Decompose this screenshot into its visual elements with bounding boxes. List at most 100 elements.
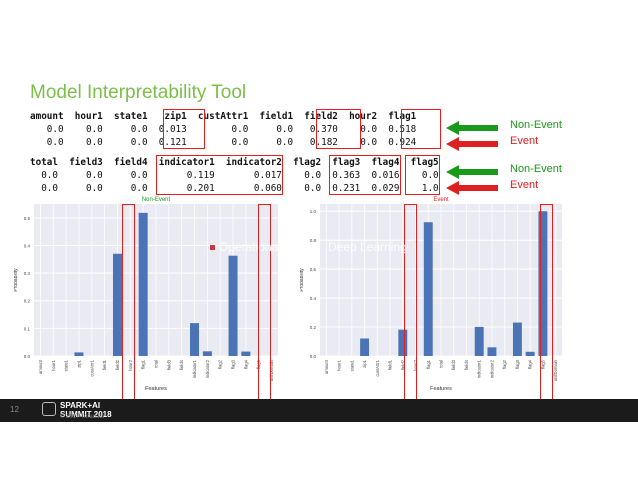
highlight-chart1-unifdomain [258,204,271,404]
table-row: 0.0 0.0 0.0 0.119 0.017 0.0 0.363 0.016 … [30,169,438,182]
table-header-row: amount hour1 state1 zip1 custAttr1 field… [30,110,416,123]
y-tick-label: 0.4 [310,296,317,301]
y-tick-label: 0.1 [24,326,31,331]
x-tick-label: flag3 [231,359,236,369]
table-cell: 0.017 [214,170,282,181]
x-tick-label: unifDomain [553,359,558,381]
table-cell: 1.0 [399,183,439,194]
footer-copyright: © 2017 Teradata [60,414,105,420]
highlight-flag1 [401,109,441,149]
table-cell: state1 [102,111,148,122]
table-header-row: total field3 field4 indicator1 indicator… [30,156,439,169]
table-cell: 0.0 [58,183,103,194]
table-cell: 0.0 [102,183,148,194]
x-tick-label: indicator1 [477,359,482,378]
y-tick-label: 1.0 [310,209,317,214]
table-cell: field1 [248,111,294,122]
table-cell: zip1 [147,111,187,122]
x-tick-label: amount [324,359,329,374]
x-tick-label: unifDomain [269,359,274,381]
table-cell: 0.231 [321,183,361,194]
x-tick-label: flag5 [540,359,545,369]
table-cell: 0.0 [30,137,64,148]
table-cell: 0.370 [293,124,338,135]
x-tick-label: field4 [464,359,469,370]
x-tick-label: zip1 [362,359,367,367]
table-cell: 0.0 [337,124,378,135]
arrow-left-icon [446,121,498,135]
x-tick-label: flag4 [528,359,533,369]
bar [138,212,148,356]
x-tick-label: field2 [400,359,405,370]
table-cell: flag4 [360,157,400,168]
highlight-chart1-field2 [122,204,135,404]
x-tick-label: hour2 [413,359,418,370]
highlight-flag5 [405,155,440,195]
table-cell: 0.0 [102,137,148,148]
bar [74,352,84,356]
bar [538,211,548,356]
x-tick-label: hour1 [337,359,342,370]
table-cell: 0.363 [321,170,361,181]
x-tick-label: field3 [166,359,171,370]
bar [512,322,522,356]
table-cell: 0.0 [30,183,58,194]
x-tick-label: indicator1 [192,359,197,378]
table-row: 0.0 0.0 0.0 0.121 0.0 0.0 0.182 0.0 0.92… [30,136,416,149]
table-cell: hour2 [337,111,378,122]
x-tick-label: total [154,360,159,368]
table-cell: 0.182 [293,137,338,148]
bar [190,323,200,356]
y-tick-label: 0.4 [24,243,31,248]
chart-title: Event [433,197,449,203]
y-tick-label: 0.2 [24,299,31,304]
bar [228,255,238,356]
table-cell: amount [30,111,64,122]
y-tick-label: 0.3 [24,271,31,276]
y-axis-label: Probability [14,268,19,292]
x-tick-label: field4 [179,359,184,370]
y-axis-label: Probability [300,268,305,292]
x-tick-label: flag1 [426,359,431,369]
table-cell: 0.0 [63,124,103,135]
table-cell: 0.0 [186,124,249,135]
x-tick-label: flag4 [243,359,248,369]
bar [474,326,484,356]
y-tick-label: 0.8 [310,238,317,243]
table-cell: flag2 [281,157,322,168]
x-tick-label: field1 [388,359,393,370]
x-tick-label: zip1 [76,359,81,367]
chart-title: Non-Event [142,197,171,203]
table-cell: 0.0 [102,170,148,181]
slide-number: 12 [10,405,19,414]
x-tick-label: flag1 [141,359,146,369]
x-tick-label: custAttr1 [375,359,380,376]
table-cell: 0.201 [147,183,215,194]
highlight-chart2-field2 [404,204,417,404]
table-cell: field4 [102,157,148,168]
table-cell: indicator1 [147,157,215,168]
x-tick-label: indicator2 [489,359,494,378]
table-cell: 0.016 [360,170,400,181]
footer-bar: 12 SPARK+AI SUMMIT 2018 © 2017 Teradata [0,399,638,422]
overlay-deep-learning: Deep Learning [328,240,407,254]
chart-event: 0.0 0.2 0.4 0.6 0.8 1.0 amount hour1 state1 zip1 c… [300,194,600,398]
arrow-left-icon [446,181,498,195]
y-tick-label: 0.6 [310,267,317,272]
table-cell: 0.013 [147,124,187,135]
x-tick-label: flag3 [515,359,520,369]
bar [525,351,535,356]
highlight-chart2-flag5 [540,204,553,404]
arrow-left-icon [446,137,498,151]
x-tick-label: field3 [451,359,456,370]
table-cell: 0.0 [58,170,103,181]
table-cell: 0.029 [360,183,400,194]
table-cell: 0.0 [281,170,322,181]
x-tick-label: flag2 [502,359,507,369]
table-cell: hour1 [63,111,103,122]
arrow-left-icon [446,165,498,179]
bar [423,222,433,356]
table-cell: flag1 [377,111,417,122]
x-tick-label: field1 [102,359,107,370]
table-cell: 0.0 [248,124,294,135]
